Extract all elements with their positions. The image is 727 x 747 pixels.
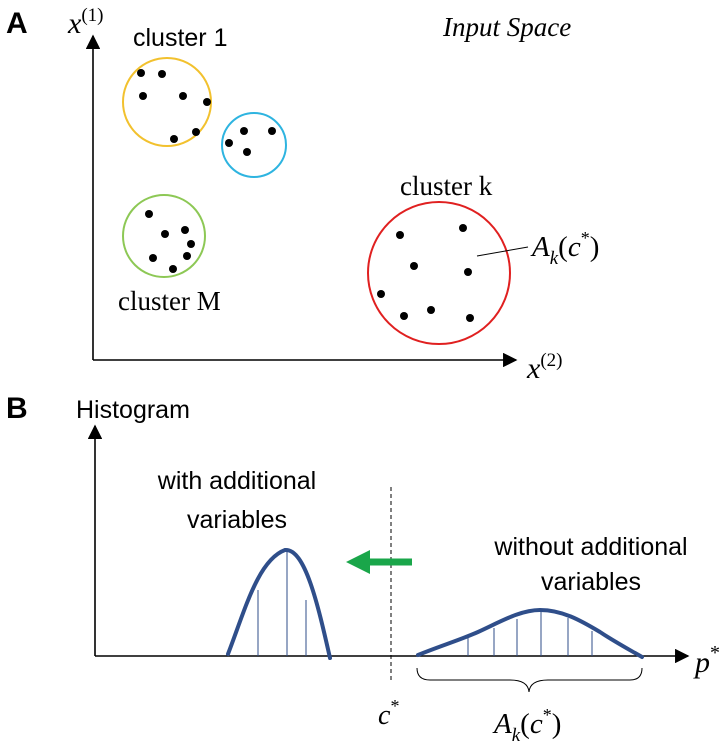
histogram-with-additional [226, 548, 332, 660]
threshold-label: c* [378, 696, 399, 731]
point [161, 230, 169, 238]
point [192, 128, 200, 136]
point [170, 135, 178, 143]
point [427, 306, 435, 314]
point [179, 92, 187, 100]
panel-b: B Histogram p* c* with additional variab… [6, 392, 720, 746]
cluster-1-label: cluster 1 [133, 24, 227, 52]
point [240, 127, 248, 135]
point [464, 268, 472, 276]
cluster-k-points [377, 224, 474, 322]
histogram-axis-label: Histogram [76, 396, 190, 424]
point [149, 254, 157, 262]
point [410, 262, 418, 270]
shift-left-arrow-head [346, 550, 370, 574]
histogram-without-additional [416, 607, 644, 659]
cluster-k-circle [367, 201, 511, 345]
shift-left-arrow [346, 550, 412, 574]
ak-leader-line [476, 246, 529, 257]
point [137, 69, 145, 77]
point [145, 210, 153, 218]
point [396, 231, 404, 239]
point [466, 314, 474, 322]
point [187, 240, 195, 248]
cluster-k-label: cluster k [400, 171, 493, 201]
cluster-blue-points [225, 127, 276, 156]
ak-brace [416, 667, 643, 693]
panel-b-letter: B [6, 392, 28, 425]
panel-b-ak-label: Ak(c*) [492, 705, 561, 746]
point [181, 226, 189, 234]
point [158, 70, 166, 78]
panel-a: A x(1) x(2) Input Space cluster 1 [6, 5, 599, 385]
panel-a-y-axis-label: x(1) [67, 5, 103, 40]
point [400, 312, 408, 320]
with-additional-label-line1: with additional [157, 467, 316, 495]
cluster-1-points [137, 69, 211, 143]
point [183, 252, 191, 260]
panel-b-x-axis-label: p* [693, 642, 720, 679]
cluster-m-points [145, 210, 195, 273]
point [139, 92, 147, 100]
cluster-m-circle [122, 194, 206, 278]
point [459, 224, 467, 232]
with-additional-label-line2: variables [187, 506, 287, 534]
panel-a-ak-label: Ak(c*) [530, 228, 599, 269]
panel-a-x-axis-label: x(2) [526, 350, 562, 385]
without-additional-label-line1: without additional [493, 533, 687, 561]
input-space-title: Input Space [442, 12, 571, 42]
point [268, 127, 276, 135]
histogram-without-additional-curve [416, 607, 644, 659]
cluster-m-label: cluster M [118, 286, 221, 316]
histogram-with-additional-curve [226, 548, 332, 660]
without-additional-label-line2: variables [541, 568, 641, 596]
point [169, 265, 177, 273]
point [243, 148, 251, 156]
cluster-blue-circle [221, 112, 287, 178]
point [203, 98, 211, 106]
point [225, 139, 233, 147]
panel-a-letter: A [6, 7, 28, 40]
point [377, 290, 385, 298]
